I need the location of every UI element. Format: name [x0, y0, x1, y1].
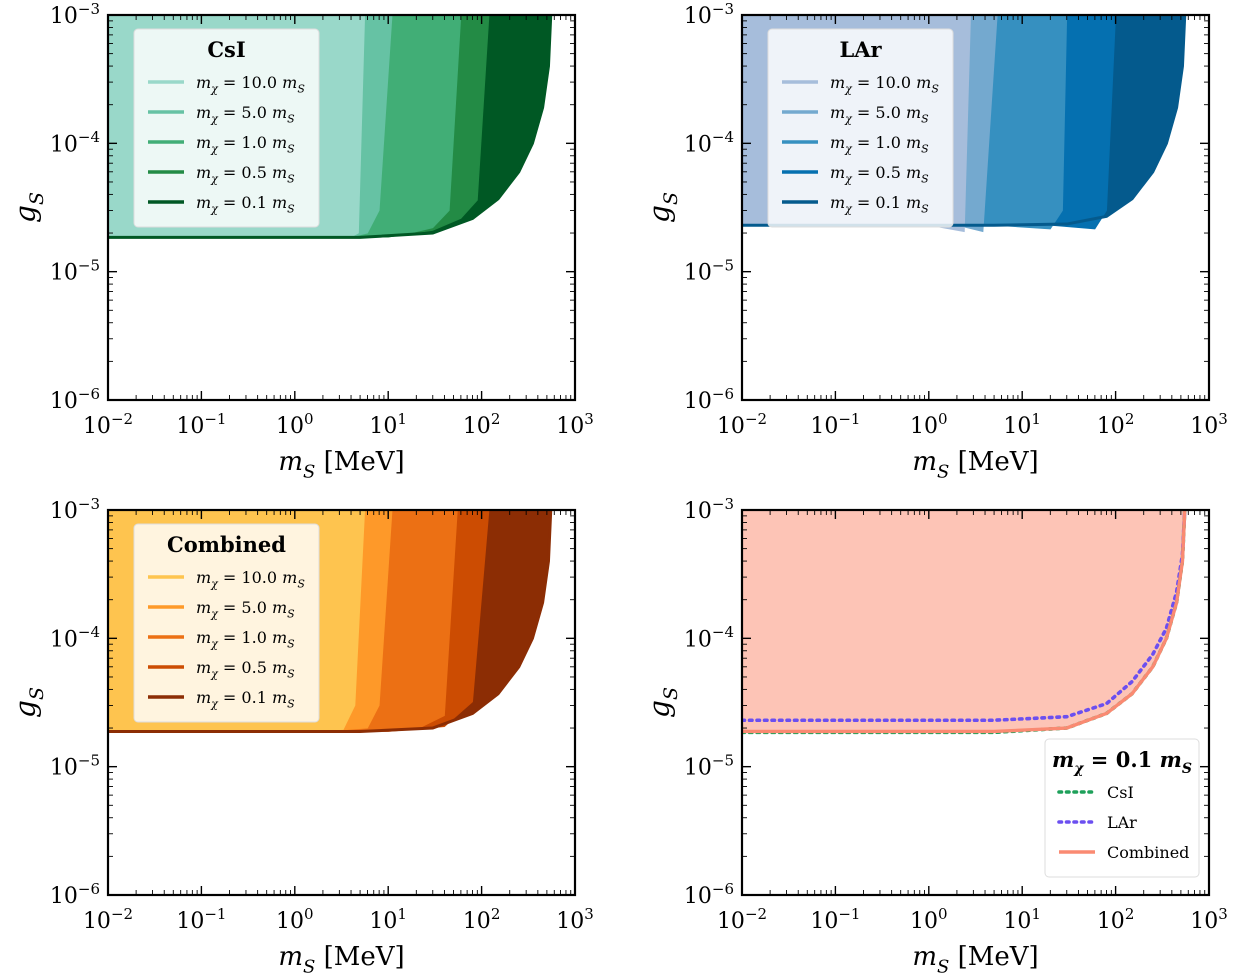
legend-label-m-0-1-m-s: mχ​ = 0.1 mS​ — [830, 193, 929, 215]
y-tick-label: 10−6​ — [50, 880, 100, 909]
x-tick-label: 10−2​ — [83, 905, 133, 934]
y-axis-label: gS​ — [643, 192, 682, 223]
x-axis-label: mS​ [MeV] — [912, 447, 1038, 482]
y-axis-label: gS​ — [643, 687, 682, 718]
x-tick-label: 100​ — [276, 905, 314, 934]
y-tick-label: 10−3​ — [50, 0, 100, 29]
x-tick-label: 10−1​ — [810, 905, 860, 934]
y-tick-label: 10−3​ — [684, 0, 734, 29]
legend-label-m-10-0-m-s: mχ​ = 10.0 mS​ — [830, 73, 939, 95]
panel-bottom-right: 10−2​ 10−1​ 100​ 101​ 102​ 103​ 10−6​ 10−5​ 10−4… — [643, 495, 1228, 976]
axes-frame — [740, 508, 1211, 897]
legend-box — [767, 28, 954, 228]
boundary-m-0-1-m-s — [108, 15, 553, 239]
legend-label-m-0-5-m-s: mχ​ = 0.5 mS​ — [196, 658, 295, 680]
axes-frame — [106, 13, 577, 402]
legend-label-m-10-0-m-s: mχ​ = 10.0 mS​ — [196, 73, 305, 95]
x-tick-label: 10−1​ — [810, 410, 860, 439]
x-tick-label: 10−2​ — [717, 905, 767, 934]
axes-frame — [106, 508, 577, 897]
x-tick-label: 102​ — [1097, 410, 1135, 439]
x-tick-label: 103​ — [1190, 905, 1228, 934]
y-tick-label: 10−3​ — [684, 495, 734, 524]
y-axis-label: gS​ — [9, 687, 48, 718]
plot-area — [742, 510, 1187, 735]
legend-label-m-5-0-m-s: mχ​ = 5.0 mS​ — [196, 598, 295, 620]
legend-label-combined: Combined — [1107, 843, 1189, 862]
x-tick-label: 101​ — [1003, 410, 1041, 439]
x-tick-label: 10−1​ — [176, 905, 226, 934]
legend-label-m-1-0-m-s: mχ​ = 1.0 mS​ — [196, 133, 295, 155]
x-tick-label: 101​ — [1003, 905, 1041, 934]
y-tick-label: 10−4​ — [684, 128, 734, 157]
x-tick-label: 10−2​ — [717, 410, 767, 439]
y-tick-label: 10−3​ — [50, 495, 100, 524]
y-tick-label: 10−5​ — [684, 751, 734, 780]
x-tick-label: 100​ — [910, 410, 948, 439]
x-tick-label: 102​ — [1097, 905, 1135, 934]
y-axis-label: gS​ — [9, 192, 48, 223]
legend-label-csi: CsI — [1107, 783, 1134, 802]
legend: mχ​ = 0.1 mS​ CsI LAr Combined — [1044, 738, 1200, 878]
y-tick-label: 10−5​ — [50, 751, 100, 780]
legend-title: Combined — [167, 532, 286, 557]
x-tick-label: 100​ — [276, 410, 314, 439]
x-tick-label: 103​ — [556, 410, 594, 439]
x-tick-label: 101​ — [369, 410, 407, 439]
legend-label-m-0-5-m-s: mχ​ = 0.5 mS​ — [830, 163, 929, 185]
legend-label-m-5-0-m-s: mχ​ = 5.0 mS​ — [196, 103, 295, 125]
legend: CsI mχ​ = 10.0 mS​ mχ​ = 5.0 mS​ mχ​ = 1.0 … — [133, 28, 320, 228]
combined-fill-region — [742, 510, 1185, 732]
legend-title: LAr — [839, 37, 882, 62]
legend-label-m-0-1-m-s: mχ​ = 0.1 mS​ — [196, 193, 295, 215]
ticks — [107, 509, 576, 896]
y-tick-label: 10−4​ — [50, 128, 100, 157]
legend-label-m-1-0-m-s: mχ​ = 1.0 mS​ — [830, 133, 929, 155]
x-tick-label: 10−1​ — [176, 410, 226, 439]
legend-label-m-5-0-m-s: mχ​ = 5.0 mS​ — [830, 103, 929, 125]
y-tick-label: 10−4​ — [50, 623, 100, 652]
y-tick-label: 10−6​ — [684, 385, 734, 414]
axes-frame — [740, 13, 1211, 402]
boundary-m-0-1-m-s — [108, 510, 553, 733]
y-tick-label: 10−4​ — [684, 623, 734, 652]
legend-box — [1044, 738, 1200, 878]
x-axis-label: mS​ [MeV] — [912, 942, 1038, 976]
legend-label-m-10-0-m-s: mχ​ = 10.0 mS​ — [196, 568, 305, 590]
legend-label-m-0-5-m-s: mχ​ = 0.5 mS​ — [196, 163, 295, 185]
x-tick-label: 103​ — [1190, 410, 1228, 439]
x-axis-label: mS​ [MeV] — [278, 447, 404, 482]
panel-top-right: 10−2​ 10−1​ 100​ 101​ 102​ 103​ 10−6​ 10−5​ 10−4… — [643, 0, 1228, 482]
x-tick-label: 102​ — [463, 905, 501, 934]
panel-top-left: 10−2​ 10−1​ 100​ 101​ 102​ 103​ 10−6​ 10−5​ 10−4… — [9, 0, 594, 482]
legend-label-m-0-1-m-s: mχ​ = 0.1 mS​ — [196, 688, 295, 710]
legend-box — [133, 523, 320, 723]
x-axis-label: mS​ [MeV] — [278, 942, 404, 976]
legend-title: mχ​ = 0.1 mS​ — [1052, 747, 1192, 777]
legend-box — [133, 28, 320, 228]
line-combined — [742, 510, 1187, 734]
legend-label-lar: LAr — [1107, 813, 1137, 832]
legend-title: CsI — [207, 37, 245, 62]
x-tick-label: 103​ — [556, 905, 594, 934]
legend: Combined mχ​ = 10.0 mS​ mχ​ = 5.0 mS​ mχ​ =… — [133, 523, 320, 723]
x-tick-label: 102​ — [463, 410, 501, 439]
y-tick-label: 10−6​ — [684, 880, 734, 909]
panel-bottom-left: 10−2​ 10−1​ 100​ 101​ 102​ 103​ 10−6​ 10−5​ 10−4… — [9, 495, 594, 976]
y-tick-label: 10−5​ — [684, 256, 734, 285]
x-tick-label: 101​ — [369, 905, 407, 934]
boundary-m-0-1-m-s — [742, 15, 1187, 227]
legend-label-m-1-0-m-s: mχ​ = 1.0 mS​ — [196, 628, 295, 650]
x-tick-label: 100​ — [910, 905, 948, 934]
x-tick-label: 10−2​ — [83, 410, 133, 439]
legend: LAr mχ​ = 10.0 mS​ mχ​ = 5.0 mS​ mχ​ = 1.0 … — [767, 28, 954, 228]
y-tick-label: 10−6​ — [50, 385, 100, 414]
y-tick-label: 10−5​ — [50, 256, 100, 285]
